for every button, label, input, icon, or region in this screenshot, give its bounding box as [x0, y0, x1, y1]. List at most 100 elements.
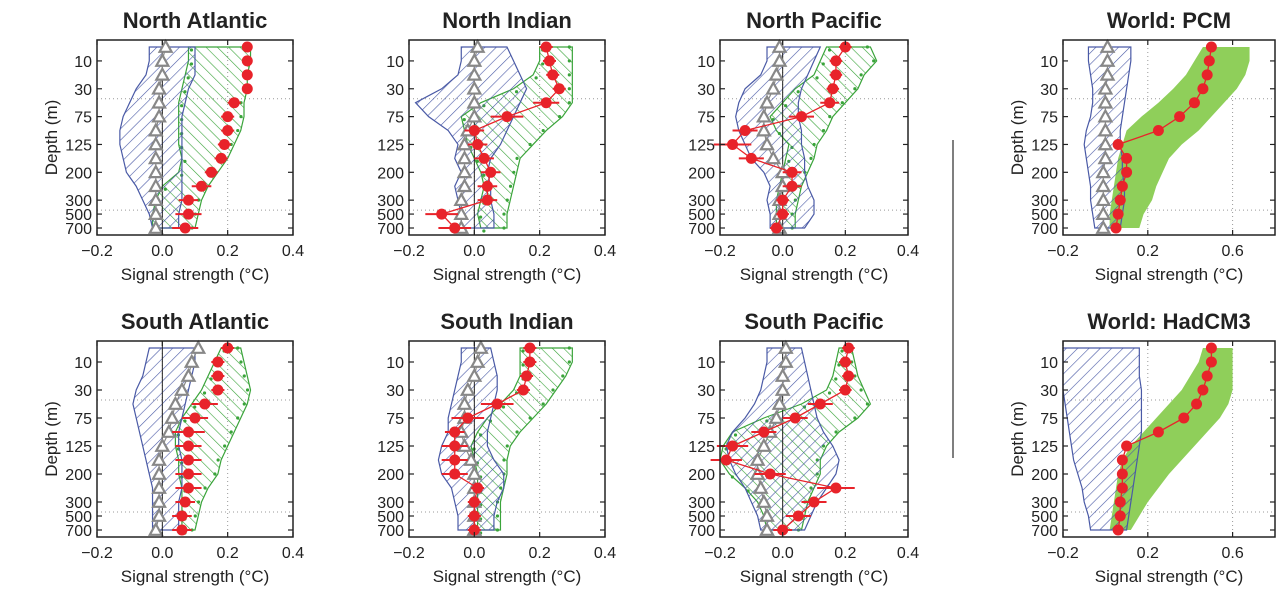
model-dot: [196, 500, 201, 504]
y-tick-label: 200: [65, 165, 92, 182]
panel-north-atlantic: North Atlantic −0.2 0.0 0.2 0.4 10 30 75 125 200 3…: [42, 8, 304, 284]
model-band: [1109, 47, 1250, 228]
panel-world-pcm: World: PCM −0.2 0.2 0.6 10 30 75 125 200 30050070…: [1008, 8, 1276, 284]
triangle-marker: [1097, 80, 1114, 95]
y-tick-label: 30: [697, 82, 715, 99]
obs-point: [1116, 180, 1128, 192]
obs-point: [449, 426, 461, 438]
obs-point: [830, 482, 842, 494]
control-band: [1062, 347, 1143, 531]
panel-frame: [96, 39, 294, 236]
obs-point: [839, 356, 851, 368]
triangle-marker: [466, 108, 483, 123]
model-dot: [834, 430, 838, 434]
triangle-marker: [771, 52, 788, 67]
y-tick-label: 30: [1040, 82, 1058, 99]
obs-point: [1152, 125, 1164, 137]
obs-point: [1114, 496, 1126, 508]
obs-point: [1121, 440, 1133, 452]
y-tick-label: 75: [1040, 411, 1058, 428]
obs-point: [540, 41, 552, 53]
triangle-marker: [154, 52, 171, 67]
y-tick-label: 700: [688, 221, 715, 238]
triangle-marker: [765, 80, 782, 95]
triangle-marker: [759, 521, 775, 536]
triangle-marker: [1099, 52, 1116, 67]
obs-point: [1201, 69, 1213, 81]
y-axis-label: Depth (m): [1008, 100, 1027, 176]
obs-point: [241, 55, 253, 67]
triangle-marker: [154, 437, 171, 452]
model-dot: [567, 73, 571, 77]
obs-point: [179, 222, 191, 234]
panel-world-hadcm3: World: HadCM3 −0.2 0.2 0.6 10 30 75 125 200 30050…: [1008, 309, 1276, 586]
model-dot: [809, 156, 813, 160]
y-tick-label: 10: [697, 54, 715, 71]
x-tick-label: 0.2: [217, 545, 239, 562]
y-tick-label: 300: [65, 495, 92, 512]
panel-title: North Atlantic: [123, 8, 268, 33]
model-dot: [827, 391, 832, 395]
y-axis-label: Depth (m): [1008, 401, 1027, 477]
obs-point: [196, 180, 208, 192]
x-tick-label: −0.2: [81, 243, 113, 260]
y-tick-label: 10: [74, 355, 92, 372]
y-tick-label: 300: [377, 495, 404, 512]
triangle-marker: [1095, 191, 1112, 207]
x-tick-label: −0.2: [1047, 243, 1079, 260]
obs-point: [212, 356, 224, 368]
obs-point: [472, 138, 484, 150]
triangle-marker: [774, 367, 791, 382]
y-tick-label: 500: [1031, 207, 1058, 224]
y-tick-label: 75: [74, 411, 92, 428]
model-dot: [827, 48, 832, 52]
triangle-marker: [1097, 136, 1114, 151]
model-dot: [865, 45, 870, 49]
x-tick-label: 0.2: [834, 243, 856, 260]
model-dot: [482, 229, 486, 233]
triangle-marker: [466, 367, 483, 382]
model-dot: [528, 142, 532, 147]
obs-point: [540, 97, 552, 109]
model-dot: [853, 87, 857, 91]
obs-point: [795, 111, 807, 123]
model-dot: [229, 430, 233, 434]
y-tick-label: 700: [377, 221, 404, 238]
triangle-marker: [759, 507, 775, 522]
obs-point: [215, 152, 227, 164]
triangle-marker: [466, 465, 483, 480]
triangle-marker: [777, 339, 794, 354]
obs-point: [449, 468, 461, 480]
obs-point: [839, 41, 851, 53]
model-dot: [521, 349, 525, 353]
obs-point: [786, 166, 798, 178]
model-dot: [828, 115, 832, 119]
triangle-marker: [1097, 94, 1114, 109]
obs-point: [182, 468, 194, 480]
obs-point: [449, 454, 461, 466]
obs-point: [1197, 384, 1209, 396]
obs-point: [491, 398, 503, 410]
model-dot: [202, 391, 207, 395]
obs-point: [472, 482, 484, 494]
model-dot: [840, 101, 844, 105]
model-dot: [239, 115, 243, 119]
model-dot: [567, 101, 571, 105]
obs-point: [182, 426, 194, 438]
obs-point: [758, 426, 770, 438]
y-tick-label: 30: [74, 383, 92, 400]
model-dot: [567, 59, 571, 63]
triangle-marker: [459, 381, 476, 396]
x-tick-label: −0.2: [393, 545, 425, 562]
model-dot: [501, 405, 506, 409]
obs-point: [1174, 111, 1186, 123]
obs-point: [468, 125, 480, 137]
y-tick-label: 300: [688, 193, 715, 210]
panel-frame: [1062, 39, 1276, 236]
y-tick-label: 10: [697, 355, 715, 372]
panel-title: North Pacific: [746, 8, 882, 33]
model-dot: [551, 388, 555, 392]
x-tick-label: 0.4: [282, 545, 304, 562]
obs-point: [481, 180, 493, 192]
